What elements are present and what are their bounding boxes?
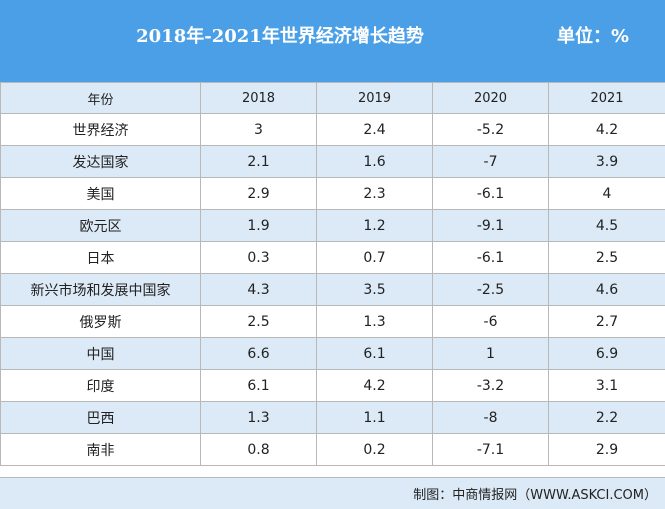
value-cell: 3.1: [549, 370, 665, 402]
value-cell: 4.3: [201, 274, 317, 306]
row-label-cell: 俄罗斯: [1, 306, 201, 338]
value-cell: -9.1: [433, 210, 549, 242]
value-cell: 2.9: [549, 434, 665, 466]
value-cell: -3.2: [433, 370, 549, 402]
value-cell: 6.1: [317, 338, 433, 370]
value-cell: 2.5: [549, 242, 665, 274]
title-banner: 2018年-2021年世界经济增长趋势 单位：%: [0, 0, 665, 82]
value-cell: -6.1: [433, 178, 549, 210]
value-cell: 0.8: [201, 434, 317, 466]
value-cell: -6.1: [433, 242, 549, 274]
value-cell: -2.5: [433, 274, 549, 306]
value-cell: 1.1: [317, 402, 433, 434]
row-label-cell: 欧元区: [1, 210, 201, 242]
value-cell: 3.9: [549, 146, 665, 178]
value-cell: -7: [433, 146, 549, 178]
value-cell: 4.2: [549, 114, 665, 146]
value-cell: 4.5: [549, 210, 665, 242]
row-label-cell: 南非: [1, 434, 201, 466]
row-label-cell: 美国: [1, 178, 201, 210]
value-cell: 6.6: [201, 338, 317, 370]
value-cell: 4: [549, 178, 665, 210]
unit-label: 单位：%: [557, 22, 629, 48]
value-cell: 2.9: [201, 178, 317, 210]
row-label-cell: 世界经济: [1, 114, 201, 146]
value-cell: 0.2: [317, 434, 433, 466]
header-cell-2019: 2019: [317, 83, 433, 114]
value-cell: 3: [201, 114, 317, 146]
table-title: 2018年-2021年世界经济增长趋势: [0, 22, 560, 48]
value-cell: 6.1: [201, 370, 317, 402]
value-cell: 3.5: [317, 274, 433, 306]
value-cell: 2.5: [201, 306, 317, 338]
header-cell-2018: 2018: [201, 83, 317, 114]
row-label-cell: 日本: [1, 242, 201, 274]
value-cell: -7.1: [433, 434, 549, 466]
header-cell-year: 年份: [1, 83, 201, 114]
value-cell: 1.2: [317, 210, 433, 242]
value-cell: 1.3: [317, 306, 433, 338]
value-cell: 1: [433, 338, 549, 370]
row-label-cell: 发达国家: [1, 146, 201, 178]
value-cell: 4.2: [317, 370, 433, 402]
value-cell: 6.9: [549, 338, 665, 370]
header-cell-2021: 2021: [549, 83, 665, 114]
row-label-cell: 新兴市场和发展中国家: [1, 274, 201, 306]
source-note: 制图：中商情报网（WWW.ASKCI.COM）: [413, 484, 657, 503]
value-cell: 1.3: [201, 402, 317, 434]
row-label-cell: 巴西: [1, 402, 201, 434]
row-label-cell: 中国: [1, 338, 201, 370]
value-cell: 0.3: [201, 242, 317, 274]
footer-bar: 制图：中商情报网（WWW.ASKCI.COM）: [0, 477, 665, 509]
value-cell: 2.1: [201, 146, 317, 178]
value-cell: 1.9: [201, 210, 317, 242]
value-cell: 4.6: [549, 274, 665, 306]
value-cell: 0.7: [317, 242, 433, 274]
value-cell: 2.2: [549, 402, 665, 434]
row-label-cell: 印度: [1, 370, 201, 402]
value-cell: -5.2: [433, 114, 549, 146]
header-cell-2020: 2020: [433, 83, 549, 114]
value-cell: -6: [433, 306, 549, 338]
value-cell: -8: [433, 402, 549, 434]
value-cell: 2.3: [317, 178, 433, 210]
value-cell: 1.6: [317, 146, 433, 178]
value-cell: 2.4: [317, 114, 433, 146]
header-row: 年份 2018 2019 2020 2021: [1, 83, 665, 114]
value-cell: 2.7: [549, 306, 665, 338]
